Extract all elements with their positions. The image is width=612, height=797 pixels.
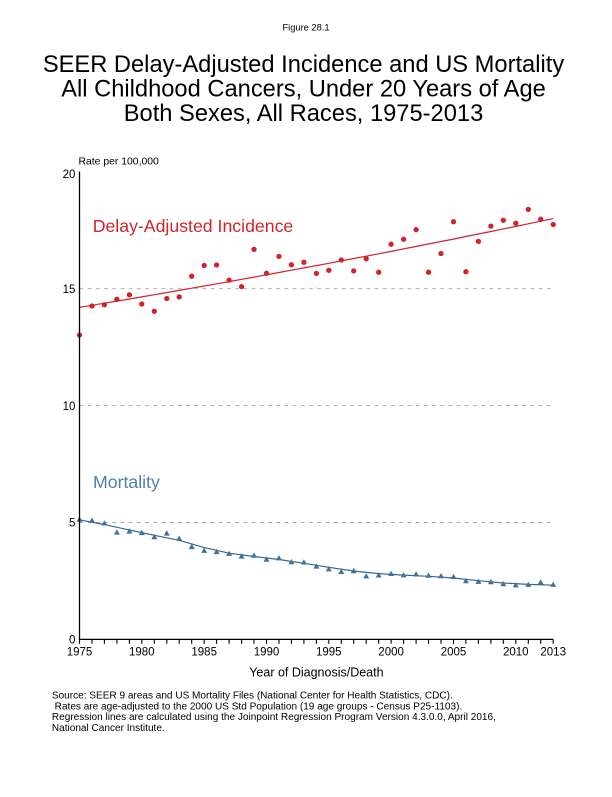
svg-text:1990: 1990 (254, 647, 280, 659)
svg-text:2013: 2013 (540, 647, 566, 659)
svg-text:10: 10 (63, 401, 76, 413)
svg-text:1985: 1985 (191, 647, 217, 659)
svg-text:15: 15 (63, 284, 76, 296)
svg-text:5: 5 (69, 518, 75, 530)
svg-text:1975: 1975 (67, 647, 93, 659)
svg-text:2000: 2000 (378, 647, 404, 659)
svg-text:SEER Delay-Adjusted Incidence: SEER Delay-Adjusted Incidence and US Mor… (43, 52, 565, 78)
svg-text:Delay-Adjusted Incidence: Delay-Adjusted Incidence (93, 216, 294, 236)
svg-text:All Childhood Cancers, Under 2: All Childhood Cancers, Under 20 Years of… (61, 77, 546, 103)
svg-text:1980: 1980 (129, 647, 155, 659)
svg-text:National Cancer Institute.: National Cancer Institute. (52, 723, 165, 734)
svg-text:Both Sexes, All Races, 1975-20: Both Sexes, All Races, 1975-2013 (124, 101, 484, 127)
svg-text:Source: SEER 9 areas and US Mo: Source: SEER 9 areas and US Mortality Fi… (52, 690, 453, 701)
svg-text:Figure 28.1: Figure 28.1 (282, 22, 329, 32)
svg-text:0: 0 (69, 635, 75, 647)
svg-text:2010: 2010 (503, 647, 529, 659)
svg-text:2005: 2005 (441, 647, 467, 659)
svg-text:Year of Diagnosis/Death: Year of Diagnosis/Death (249, 665, 383, 679)
svg-text:Rate per 100,000: Rate per 100,000 (79, 157, 160, 168)
svg-text:Regression lines are calculate: Regression lines are calculated using th… (52, 712, 496, 723)
svg-text:Rates are age-adjusted to the: Rates are age-adjusted to the 2000 US St… (52, 701, 462, 712)
svg-text:1995: 1995 (316, 647, 342, 659)
svg-text:20: 20 (63, 169, 76, 181)
svg-text:Mortality: Mortality (93, 472, 160, 492)
